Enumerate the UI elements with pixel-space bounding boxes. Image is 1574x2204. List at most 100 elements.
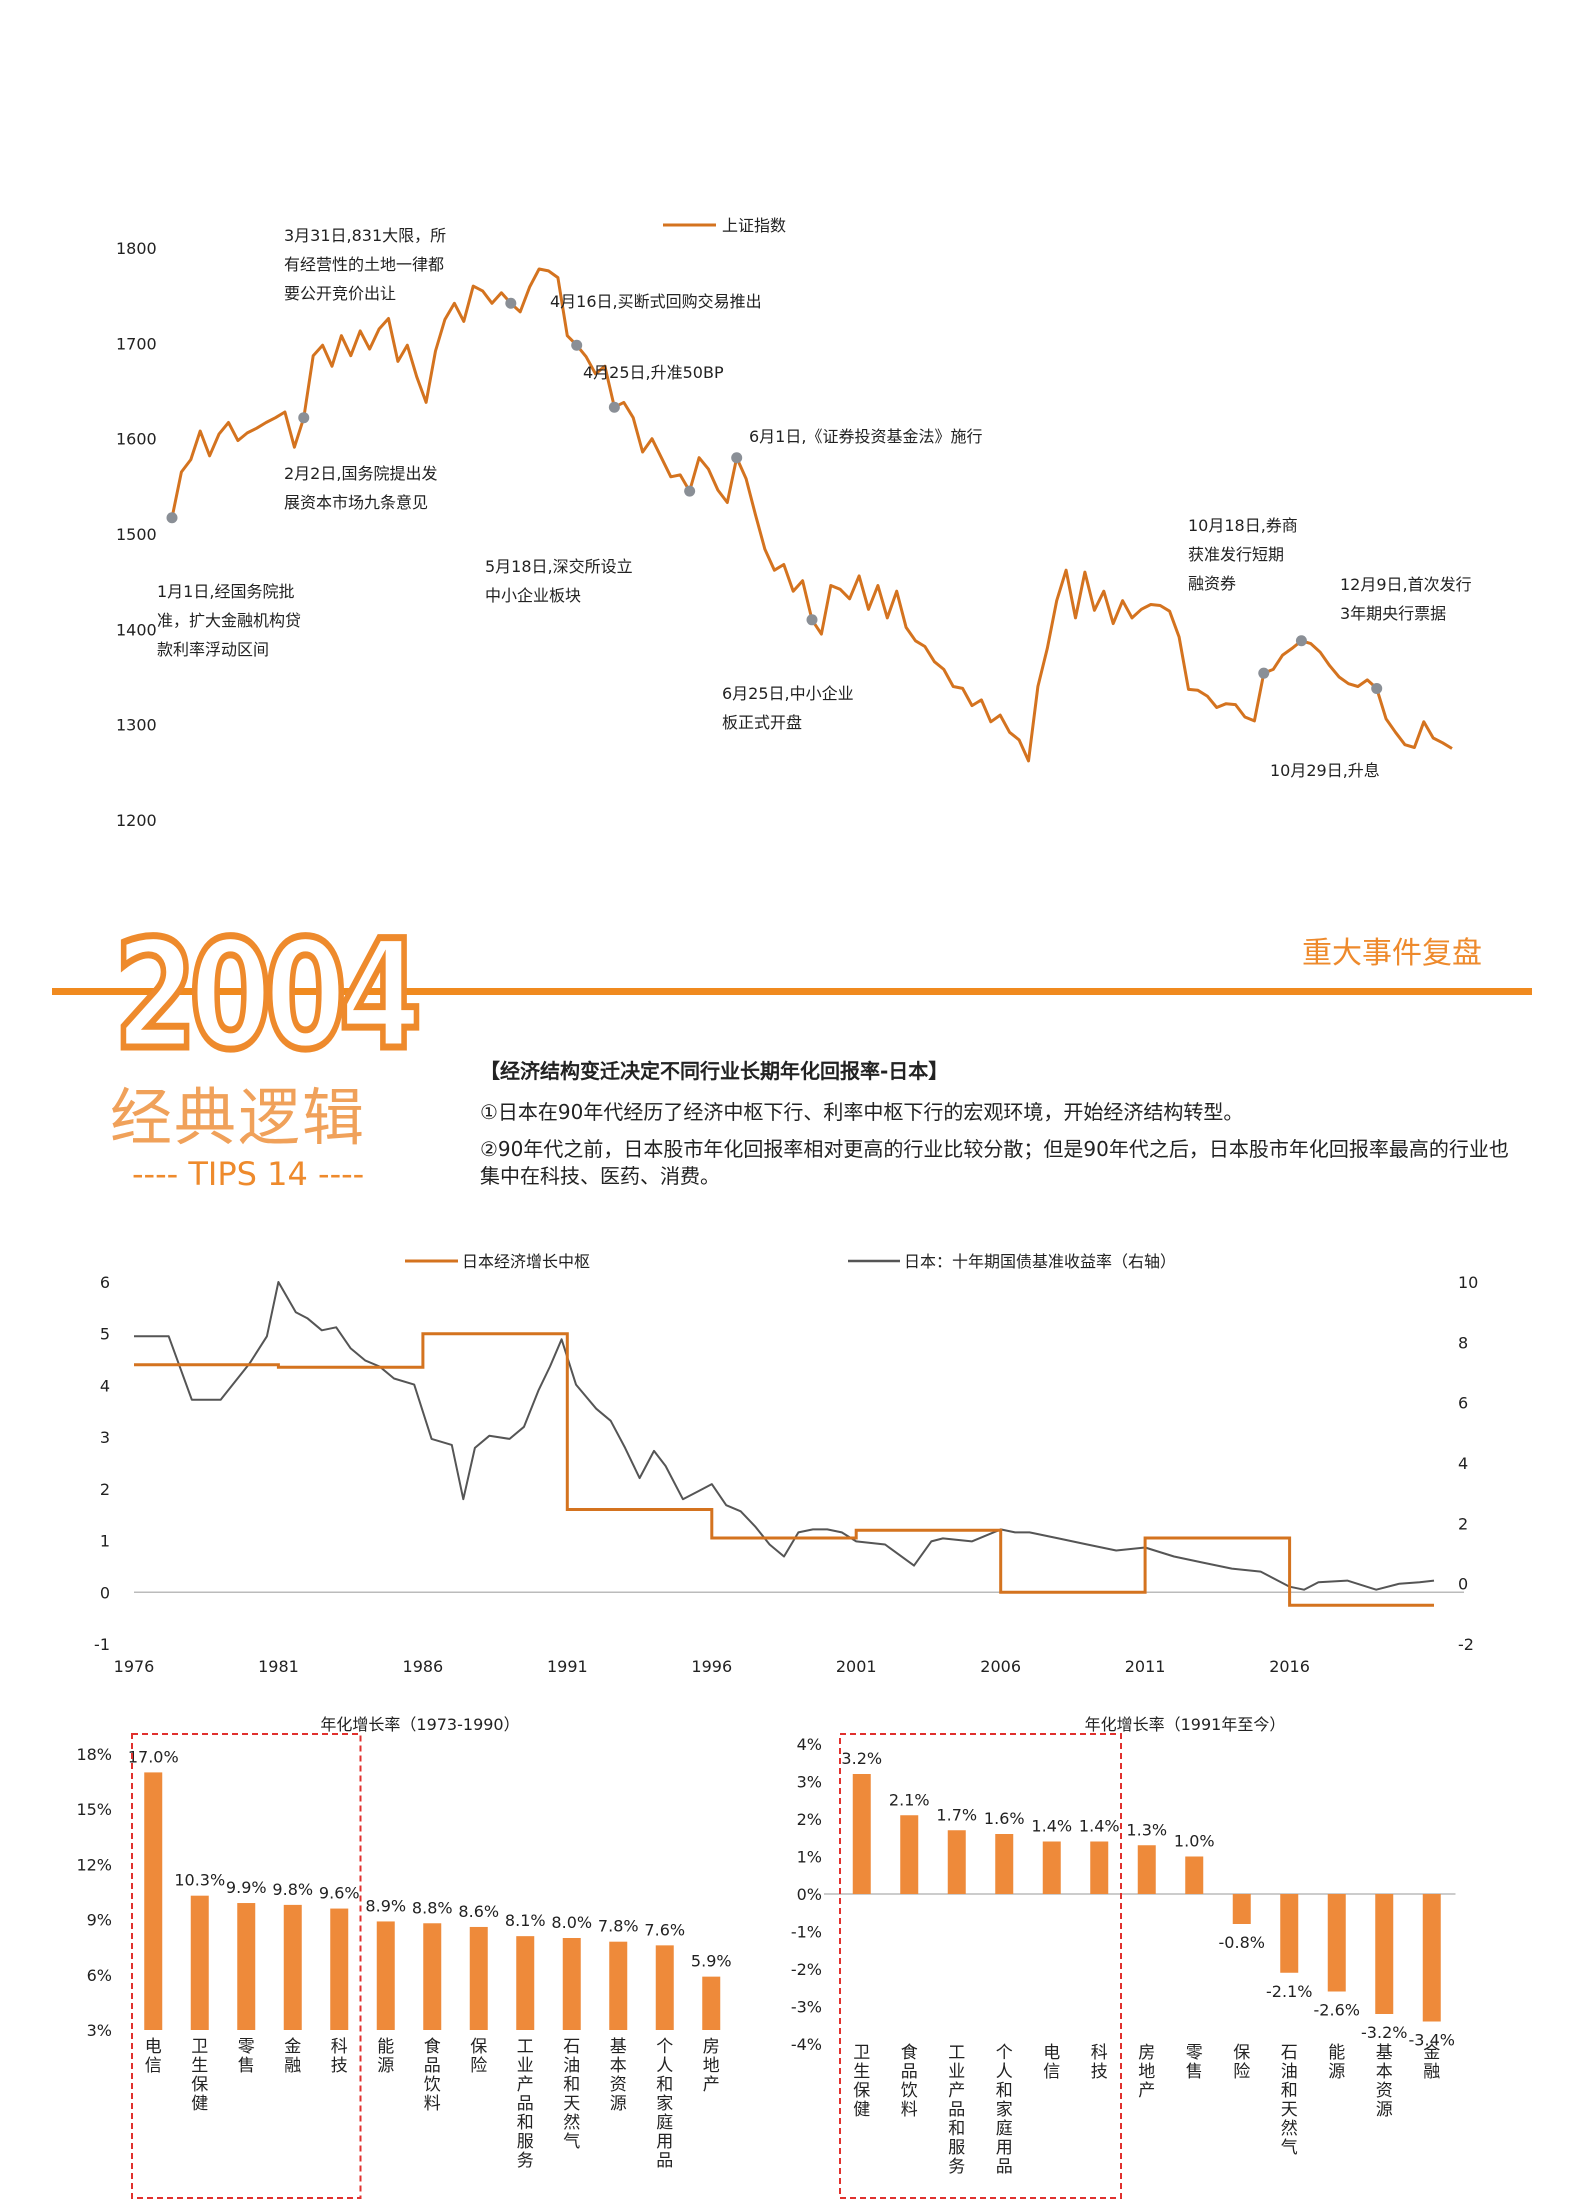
category-label-char: 天 [1281,2100,1298,2120]
category-label-char: 房 [1138,2043,1155,2063]
bar [947,1830,966,1894]
y-left-tick-label: 5 [100,1325,110,1344]
header-subtitle: 经典逻辑 [110,1081,367,1154]
bar-value-label: 1.7% [936,1805,977,1824]
category-label-char: 保 [191,2075,208,2095]
y-tick-label: 12% [76,1855,112,1874]
annotation-line: 1月1日,经国务院批 [157,582,294,601]
x-tick-label: 1996 [691,1657,732,1676]
y-tick-label: 3% [797,1773,822,1792]
y-left-tick-label: 2 [100,1480,110,1499]
event-marker [1371,682,1383,694]
bar-value-label: 1.0% [1174,1832,1215,1851]
category-label-char: 业 [948,2062,965,2082]
category-label-char: 电 [145,2037,162,2057]
category-label-char: 资 [610,2075,627,2095]
category-label-char: 金 [284,2037,301,2057]
y-tick-label: 1700 [116,334,157,353]
bar-chart-1973-1990: 年化增长率（1973-1990） 18% 15% 12% 9% 6% 3% 17.0% 电信 10… [76,1715,732,2199]
category-label-char: 然 [1281,2119,1298,2139]
category-label-char: 基 [1376,2043,1393,2063]
bar-chart-1991-now: 年化增长率（1991年至今） 4% 3% 2% 1% 0% -1% -2% -3% -4% 3.2%… [791,1715,1456,2199]
event-marker [298,412,310,424]
y-right-tick-label: 2 [1458,1514,1468,1533]
annotation-line: 要公开竞价出让 [284,284,396,303]
bar-value-label: 8.9% [365,1896,406,1915]
bar [562,1938,581,2030]
bar [190,1895,209,2030]
event-marker [571,339,583,351]
category-label-char: 售 [238,2056,255,2076]
bar [144,1772,163,2030]
annotation-line: 融资券 [1188,574,1236,593]
category-label-char: 电 [1043,2043,1060,2063]
y-tick-label: 2% [797,1810,822,1829]
event-marker [166,512,178,524]
chart-title: 年化增长率（1973-1990） [320,1715,519,1734]
x-tick-label: 2016 [1269,1657,1310,1676]
bar [1042,1841,1061,1894]
y-tick-label: -1% [791,1923,822,1942]
bar [1280,1894,1299,1973]
category-label-char: 基 [610,2037,627,2057]
category-label-char: 食 [901,2043,918,2063]
category-label-char: 品 [996,2157,1013,2177]
bar [702,1976,721,2030]
category-label-char: 售 [1186,2062,1203,2082]
y-right-tick-label: -2 [1458,1635,1474,1654]
category-label-char: 然 [563,2113,580,2133]
category-label-char: 信 [145,2056,162,2076]
category-label-char: 地 [703,2056,720,2076]
event-marker [1295,635,1307,647]
category-label-char: 源 [610,2094,627,2114]
jgb-yield-line [134,1281,1435,1591]
bar [283,1904,302,2030]
bar-value-label: -2.6% [1314,2001,1360,2020]
bar-value-label: 9.6% [319,1884,360,1903]
category-label-char: 卫 [191,2037,208,2057]
category-label-char: 饮 [424,2075,441,2095]
y-right-tick-label: 10 [1458,1273,1478,1292]
category-label-char: 地 [1138,2062,1155,2082]
y-tick-label: 4% [797,1735,822,1754]
bar [655,1945,674,2030]
category-label-char: 品 [948,2100,965,2120]
category-label-char: 产 [517,2075,534,2095]
category-label-char: 源 [377,2056,394,2076]
bar-value-label: 10.3% [174,1871,225,1890]
y-tick-label: 9% [87,1911,112,1930]
header-rule [52,988,1532,995]
category-label-char: 和 [517,2113,534,2133]
category-label-char: 本 [610,2056,627,2076]
category-label-char: 险 [470,2056,487,2076]
bar [469,1926,488,2030]
bar-value-label: 8.0% [551,1913,592,1932]
category-label-char: 融 [1423,2062,1440,2082]
annotation-a10: 10月29日,升息 [1270,761,1380,780]
annotation-line: 4月25日,升准50BP [583,363,724,382]
annotation-line: 6月1日,《证券投资基金法》施行 [749,427,982,446]
category-label-char: 服 [948,2138,965,2158]
category-label-char: 庭 [656,2113,673,2133]
x-tick-label: 1981 [258,1657,299,1676]
category-label-char: 用 [996,2138,1013,2158]
category-label-char: 家 [996,2100,1013,2120]
header-right-title: 重大事件复盘 [1302,936,1482,971]
bar [1232,1894,1251,1924]
annotation-line: 有经营性的土地一律都 [284,255,444,274]
event-marker [505,297,517,309]
x-tick-label: 1976 [114,1657,155,1676]
bar-value-label: 9.8% [272,1880,313,1899]
category-label-char: 健 [853,2100,870,2120]
bar-value-label: 8.8% [412,1898,453,1917]
legend-label-growth: 日本经济增长中枢 [462,1252,590,1271]
bar-value-label: -3.4% [1409,2031,1455,2050]
bar-value-label: 1.4% [1079,1817,1120,1836]
annotation-a4: 4月16日,买断式回购交易推出 [550,292,762,311]
category-label-char: 融 [284,2056,301,2076]
category-label-char: 料 [901,2100,918,2120]
